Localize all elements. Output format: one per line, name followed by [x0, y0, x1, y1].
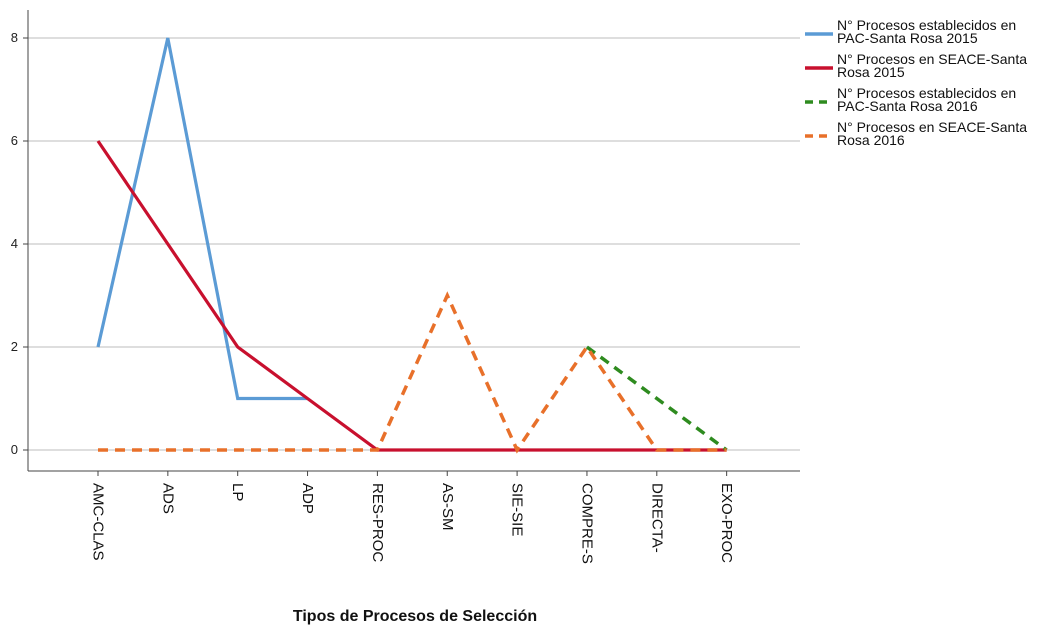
- x-tick-label: SIE-SIE: [509, 483, 526, 536]
- legend-label: Rosa 2016: [837, 132, 905, 148]
- series-line-1: [96, 37, 308, 401]
- x-tick-label: AMC-CLAS: [90, 483, 107, 561]
- legend-label: PAC-Santa Rosa 2016: [837, 98, 978, 114]
- gridlines: [28, 37, 800, 451]
- series-line-2: [96, 140, 727, 452]
- x-tick-label: AS-SM: [439, 483, 456, 531]
- x-tick-label: DIRECTA-: [648, 483, 665, 553]
- x-tick-label: ADP: [299, 483, 316, 514]
- x-tick-label: EXO-PROC: [718, 483, 735, 563]
- y-tick-label: 8: [11, 30, 18, 45]
- y-tick-labels: 0 2 4 6 8: [11, 30, 18, 457]
- y-tick-label: 2: [11, 339, 18, 354]
- y-tick-label: 6: [11, 133, 18, 148]
- series-line-3: [585, 345, 728, 452]
- y-tick-label: 0: [11, 442, 18, 457]
- x-tick-label: COMPRE-S: [578, 483, 595, 564]
- legend-label: Rosa 2015: [837, 64, 905, 80]
- legend-label: PAC-Santa Rosa 2015: [837, 30, 978, 46]
- legend-label: N° Procesos establecidos en: [837, 17, 1016, 33]
- series-lines: [96, 37, 728, 454]
- legend-label: N° Procesos en SEACE-Santa: [837, 51, 1027, 67]
- series-line-4: [98, 291, 727, 454]
- x-tick-label: ADS: [159, 483, 176, 514]
- legend-label: N° Procesos en SEACE-Santa: [837, 119, 1027, 135]
- legend-label: N° Procesos establecidos en: [837, 85, 1016, 101]
- y-tick-label: 4: [11, 236, 18, 251]
- x-tick-label: RES-PROC: [369, 483, 386, 562]
- x-tick-label: LP: [229, 483, 246, 501]
- x-tick-labels: AMC-CLAS ADS LP ADP RES-PROC AS-SM SIE-SIE COMP…: [90, 483, 736, 564]
- axes: [23, 10, 800, 476]
- x-axis-title: Tipos de Procesos de Selección: [293, 608, 537, 625]
